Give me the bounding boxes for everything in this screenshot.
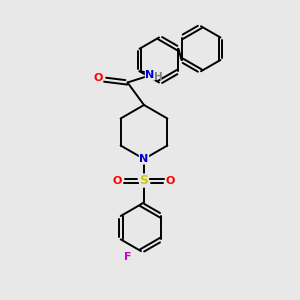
Text: H: H <box>154 72 163 82</box>
Text: O: O <box>166 176 175 186</box>
Text: F: F <box>124 251 131 262</box>
Text: N: N <box>140 154 148 164</box>
Text: O: O <box>93 73 103 83</box>
Text: N: N <box>146 70 154 80</box>
Text: O: O <box>113 176 122 186</box>
Text: S: S <box>140 174 148 187</box>
